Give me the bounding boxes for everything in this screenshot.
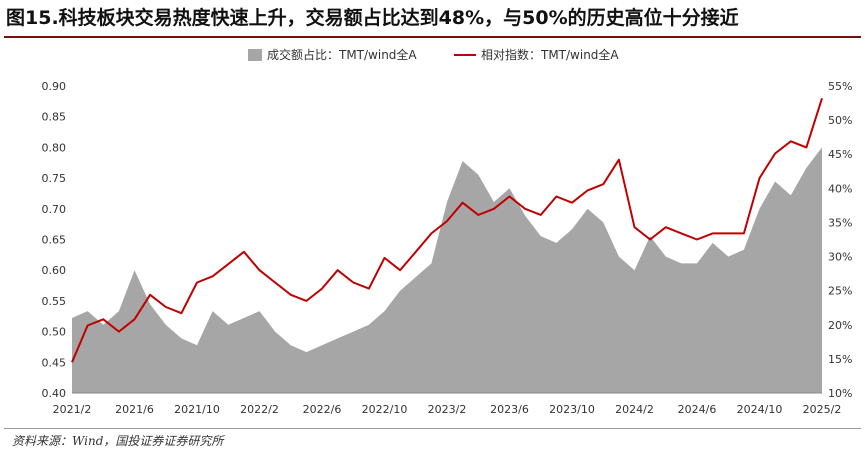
x-tick-label: 2021/10 [174, 403, 220, 416]
right-tick-label: 50% [828, 114, 852, 127]
x-tick-label: 2022/2 [240, 403, 279, 416]
x-tick-label: 2024/2 [615, 403, 654, 416]
title-divider [4, 36, 861, 38]
x-tick-label: 2022/6 [303, 403, 342, 416]
legend-swatch-area [248, 48, 262, 61]
x-tick-label: 2023/10 [549, 403, 595, 416]
left-tick-label: 0.50 [42, 326, 67, 339]
x-tick-label: 2023/6 [490, 403, 529, 416]
left-tick-label: 0.55 [42, 295, 67, 308]
left-tick-label: 0.75 [42, 172, 67, 185]
footer-divider [4, 428, 861, 429]
line-series-path [71, 97, 823, 363]
legend-label-share: 成交额占比：TMT/wind全A [267, 48, 417, 62]
area-series [72, 147, 822, 393]
right-tick-label: 45% [828, 148, 852, 161]
x-axis: 2021/2 2021/6 2021/10 2022/2 2022/6 2022/10 20… [53, 392, 842, 416]
page-title: 图15.科技板块交易热度快速上升，交易额占比达到48%，与50%的历史高位十分接… [6, 7, 739, 29]
right-tick-label: 15% [828, 353, 852, 366]
right-tick-label: 20% [828, 319, 852, 332]
left-tick-label: 0.65 [42, 234, 67, 247]
left-axis: 0.40 0.45 0.50 0.55 0.60 0.65 0.70 0.75 0.80 0.85… [42, 80, 67, 400]
left-tick-label: 0.40 [42, 387, 67, 400]
chart-legend: 成交额占比：TMT/wind全A 相对指数：TMT/wind全A [0, 46, 865, 66]
chart-plot: 0.40 0.45 0.50 0.55 0.60 0.65 0.70 0.75 0.80 0.85… [42, 80, 853, 416]
right-tick-label: 55% [828, 80, 852, 93]
legend-item-share: 成交额占比：TMT/wind全A [248, 46, 417, 63]
left-tick-label: 0.90 [42, 80, 67, 93]
right-axis: 10% 15% 20% 25% 30% 35% 40% 45% 50% 55% [828, 80, 852, 400]
legend-swatch-line [454, 53, 476, 56]
x-tick-label: 2021/2 [53, 403, 92, 416]
x-tick-label: 2024/6 [678, 403, 717, 416]
left-tick-label: 0.45 [42, 356, 67, 369]
x-tick-label: 2021/6 [115, 403, 154, 416]
left-tick-label: 0.60 [42, 264, 67, 277]
x-tick-label: 2024/10 [737, 403, 783, 416]
x-tick-label: 2022/10 [362, 403, 408, 416]
legend-label-index: 相对指数：TMT/wind全A [481, 48, 619, 62]
right-tick-label: 10% [828, 387, 852, 400]
right-tick-label: 30% [828, 251, 852, 264]
area-series-shape [72, 147, 822, 393]
left-tick-label: 0.80 [42, 141, 67, 154]
legend-item-index: 相对指数：TMT/wind全A [454, 46, 619, 63]
left-tick-label: 0.70 [42, 203, 67, 216]
right-tick-label: 35% [828, 216, 852, 229]
x-tick-label: 2025/2 [803, 403, 842, 416]
line-series [71, 97, 823, 363]
right-tick-label: 40% [828, 182, 852, 195]
right-tick-label: 25% [828, 285, 852, 298]
source-note: 资料来源：Wind，国投证券证券研究所 [12, 434, 224, 448]
left-tick-label: 0.85 [42, 111, 67, 124]
x-tick-label: 2023/2 [428, 403, 467, 416]
